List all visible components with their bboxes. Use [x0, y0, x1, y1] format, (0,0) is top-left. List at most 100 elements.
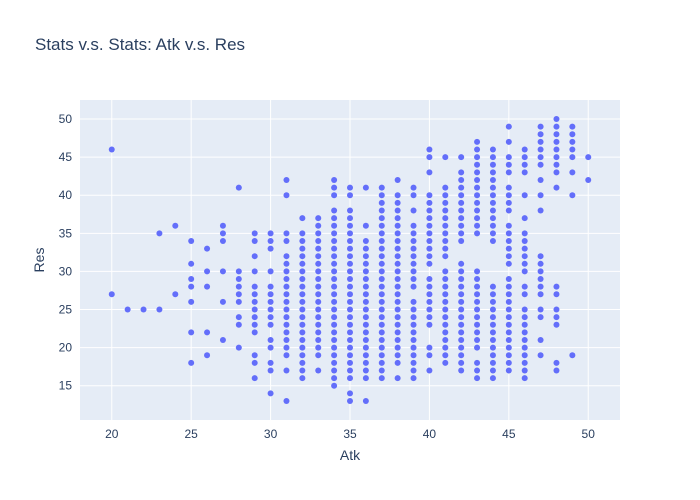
data-point: [426, 215, 433, 222]
data-point: [283, 268, 290, 275]
data-point: [521, 314, 528, 321]
data-point: [378, 260, 385, 267]
data-point: [394, 230, 401, 237]
data-point: [394, 329, 401, 336]
data-point: [283, 337, 290, 343]
data-point: [331, 215, 338, 222]
data-point: [362, 268, 369, 275]
data-point: [394, 207, 401, 214]
data-point: [458, 177, 465, 183]
data-point: [362, 184, 369, 191]
data-point: [474, 359, 481, 366]
data-point: [474, 375, 481, 382]
data-point: [458, 199, 465, 206]
data-point: [426, 314, 433, 321]
data-point: [188, 283, 195, 290]
data-point: [410, 253, 417, 260]
data-point: [489, 215, 496, 222]
data-point: [489, 367, 496, 374]
data-point: [283, 298, 290, 305]
data-point: [378, 321, 385, 328]
data-point: [442, 352, 449, 359]
data-point: [505, 337, 512, 343]
data-point: [347, 276, 353, 283]
data-point: [267, 298, 274, 305]
data-point: [410, 344, 417, 351]
data-point: [474, 146, 481, 153]
data-point: [474, 192, 481, 199]
data-point: [394, 291, 401, 298]
data-point: [108, 291, 115, 298]
data-point: [331, 260, 338, 267]
data-point: [362, 359, 369, 366]
data-point: [521, 230, 528, 237]
data-point: [315, 298, 322, 305]
data-point: [442, 268, 449, 275]
data-point: [489, 207, 496, 214]
data-point: [553, 314, 560, 321]
data-point: [299, 291, 306, 298]
data-point: [378, 268, 385, 275]
data-point: [585, 177, 592, 183]
data-point: [426, 169, 433, 176]
data-point: [347, 253, 353, 260]
data-point: [426, 199, 433, 206]
data-point: [251, 306, 258, 313]
data-point: [378, 230, 385, 237]
data-point: [489, 337, 496, 343]
y-tick-label: 35: [59, 226, 73, 240]
data-point: [331, 283, 338, 290]
data-point: [267, 367, 274, 374]
data-point: [267, 237, 274, 244]
data-point: [505, 161, 512, 168]
x-tick-label: 35: [343, 427, 357, 441]
data-point: [521, 154, 528, 161]
data-point: [347, 222, 353, 229]
data-point: [521, 161, 528, 168]
data-point: [315, 260, 322, 267]
data-point: [410, 276, 417, 283]
x-tick-label: 20: [105, 427, 119, 441]
data-point: [315, 306, 322, 313]
data-point: [394, 222, 401, 229]
data-point: [426, 352, 433, 359]
data-point: [442, 184, 449, 191]
data-point: [235, 344, 242, 351]
data-point: [394, 199, 401, 206]
data-point: [394, 283, 401, 290]
data-point: [394, 298, 401, 305]
data-point: [362, 321, 369, 328]
data-point: [378, 184, 385, 191]
data-point: [188, 260, 195, 267]
data-point: [585, 154, 592, 161]
data-point: [347, 306, 353, 313]
data-point: [315, 253, 322, 260]
data-point: [442, 199, 449, 206]
data-point: [426, 245, 433, 252]
data-point: [347, 298, 353, 305]
data-point: [505, 237, 512, 244]
data-point: [347, 375, 353, 382]
data-point: [458, 230, 465, 237]
data-point: [188, 298, 195, 305]
data-point: [553, 359, 560, 366]
data-point: [505, 276, 512, 283]
data-point: [283, 329, 290, 336]
data-point: [505, 222, 512, 229]
data-point: [410, 230, 417, 237]
data-point: [299, 375, 306, 382]
data-point: [347, 291, 353, 298]
data-point: [458, 283, 465, 290]
data-point: [426, 291, 433, 298]
data-point: [458, 314, 465, 321]
data-point: [426, 321, 433, 328]
data-point: [442, 192, 449, 199]
data-point: [569, 131, 576, 138]
data-point: [219, 298, 226, 305]
data-point: [521, 329, 528, 336]
data-point: [347, 359, 353, 366]
data-point: [537, 146, 544, 153]
data-point: [521, 352, 528, 359]
x-tick-label: 50: [582, 427, 596, 441]
